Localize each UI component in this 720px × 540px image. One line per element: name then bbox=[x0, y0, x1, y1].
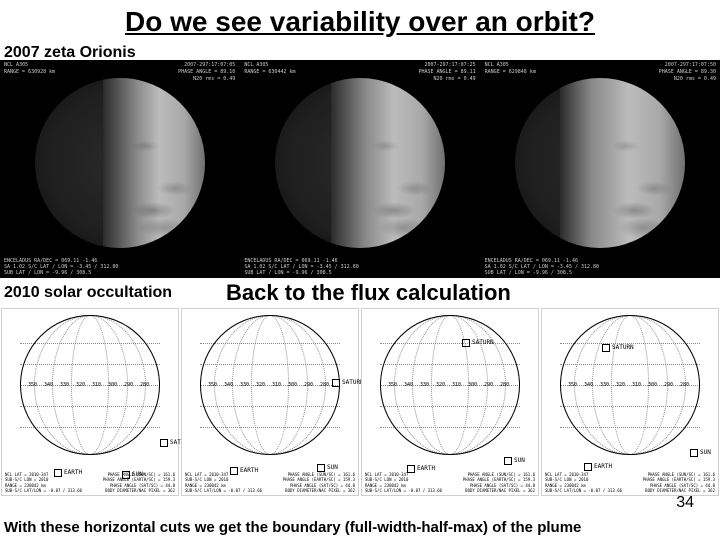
hdr-right: 2007-297:17:07:05 bbox=[184, 62, 235, 68]
bottom-row: 350340330320310300290280SUNEARTHSATURNNC… bbox=[0, 308, 720, 496]
bottom-panel-4: 350340330320310300290280SUNEARTHSATURNNC… bbox=[541, 308, 719, 496]
panel-header: NCL A305 2007-297:17:07:50 bbox=[485, 62, 716, 68]
panel-header-r2: RANGE = 630928 km PHASE ANGLE = 89.10 bbox=[4, 69, 235, 75]
moon-image bbox=[35, 78, 205, 248]
hdr-r2a: RANGE = 630928 km bbox=[4, 69, 55, 75]
flux-label: Back to the flux calculation bbox=[226, 280, 511, 306]
top-panel-3: NCL A305 2007-297:17:07:50 RANGE = 62984… bbox=[481, 60, 720, 278]
globe: 350340330320310300290280 bbox=[20, 315, 160, 455]
panel-footer: ENCELADUS RA/DEC = 069.11 -1.46 SA 1.02 … bbox=[244, 258, 475, 276]
bottom-panel-3: 350340330320310300290280SUNEARTHSATURNNC… bbox=[361, 308, 539, 496]
page-number: 34 bbox=[676, 494, 694, 512]
top-row: NCL A305 2007-297:17:07:05 RANGE = 63092… bbox=[0, 60, 720, 278]
bottom-panel-1: 350340330320310300290280SUNEARTHSATURNNC… bbox=[1, 308, 179, 496]
globe-footer: NCL LAT = 2010-347PHASE ANGLE (SUN/SC) =… bbox=[185, 472, 355, 493]
panel-header: NCL A305 2007-297:17:07:05 bbox=[4, 62, 235, 68]
moon-image bbox=[515, 78, 685, 248]
globe: 350340330320310300290280 bbox=[200, 315, 340, 455]
globe-footer: NCL LAT = 2010-347PHASE ANGLE (SUN/SC) =… bbox=[365, 472, 535, 493]
panel-footer: ENCELADUS RA/DEC = 069.11 -1.46 SA 1.02 … bbox=[4, 258, 235, 276]
panel-header-r2: RANGE = 629848 km PHASE ANGLE = 89.30 bbox=[485, 69, 716, 75]
bottom-panel-2: 350340330320310300290280SUNEARTHSATURNNC… bbox=[181, 308, 359, 496]
hdr-r2b: PHASE ANGLE = 89.10 bbox=[178, 69, 235, 75]
moon-image bbox=[275, 78, 445, 248]
panel-footer: ENCELADUS RA/DEC = 069.11 -1.46 SA 1.02 … bbox=[485, 258, 716, 276]
globe: 350340330320310300290280 bbox=[560, 315, 700, 455]
globe-footer: NCL LAT = 2010-347PHASE ANGLE (SUN/SC) =… bbox=[5, 472, 175, 493]
bottom-caption: With these horizontal cuts we get the bo… bbox=[4, 519, 581, 536]
panel-header-r2: RANGE = 630442 km PHASE ANGLE = 89.11 bbox=[244, 69, 475, 75]
panel-header: NCL A305 2007-297:17:07:25 bbox=[244, 62, 475, 68]
hdr-left: NCL A305 bbox=[4, 62, 28, 68]
top-panel-1: NCL A305 2007-297:17:07:05 RANGE = 63092… bbox=[0, 60, 240, 278]
globe-footer: NCL LAT = 2010-347PHASE ANGLE (SUN/SC) =… bbox=[545, 472, 715, 493]
globe: 350340330320310300290280 bbox=[380, 315, 520, 455]
row2-label: 2010 solar occultation bbox=[4, 284, 172, 302]
slide-title: Do we see variability over an orbit? bbox=[0, 0, 720, 38]
top-panel-2: NCL A305 2007-297:17:07:25 RANGE = 63044… bbox=[240, 60, 480, 278]
